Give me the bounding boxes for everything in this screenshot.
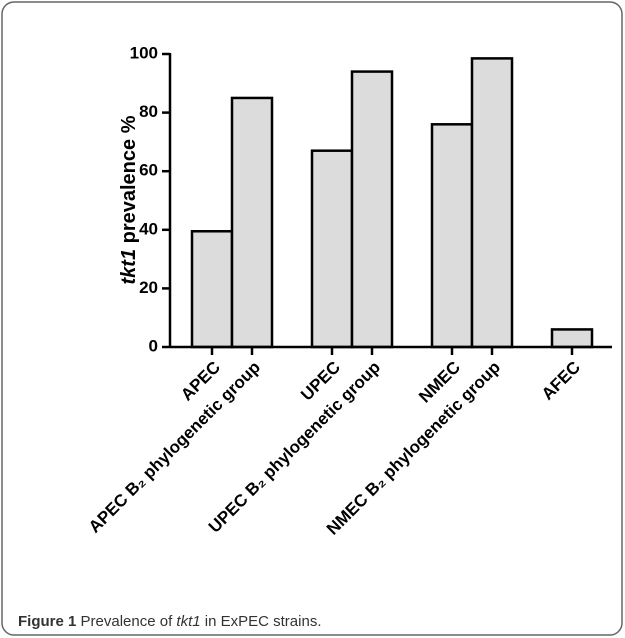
y-label-gene: tkt1 [118, 249, 140, 285]
bar [190, 230, 234, 349]
y-tick-label: 40 [139, 219, 158, 238]
y-tick-label: 100 [130, 43, 158, 62]
bar [350, 70, 394, 349]
bar [310, 149, 354, 349]
caption-gene: tkt1 [176, 613, 200, 630]
bar [230, 96, 274, 349]
y-tick-label: 20 [139, 278, 158, 297]
caption: Figure 1 Prevalence of tkt1 in ExPEC str… [18, 613, 321, 630]
caption-text: in ExPEC strains. [201, 613, 322, 630]
caption-label: Figure 1 [18, 613, 76, 630]
y-tick-label: 0 [149, 336, 158, 355]
bar [430, 123, 474, 349]
bar [470, 57, 514, 349]
y-label-text: prevalence % [118, 115, 140, 249]
bar [550, 328, 594, 349]
y-axis-label: tkt1 prevalence % [118, 115, 140, 284]
y-tick-label: 60 [139, 161, 158, 180]
y-tick-label: 80 [139, 102, 158, 121]
caption-text: Prevalence of [76, 613, 176, 630]
